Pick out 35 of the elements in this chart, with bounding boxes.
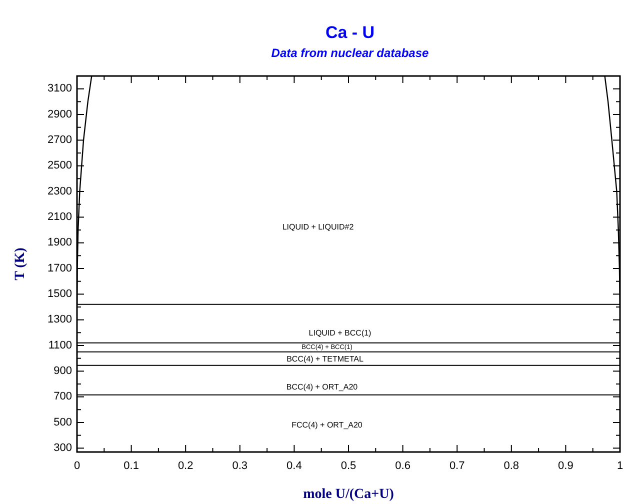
x-tick-label: 0.7	[449, 460, 465, 472]
y-axis-title: T (K)	[13, 247, 28, 280]
y-tick-label: 700	[54, 390, 72, 403]
y-tick-label: 1100	[48, 339, 72, 352]
annotation: LIQUID + BCC(1)	[308, 328, 372, 338]
x-tick-label: 0.5	[340, 460, 356, 472]
y-tick-label: 2300	[48, 185, 72, 198]
x-tick-label: 0.8	[504, 460, 520, 472]
y-tick-label: 1900	[48, 236, 72, 249]
y-tick-label: 2700	[48, 134, 72, 146]
x-tick-label: 0.1	[124, 460, 139, 472]
x-tick-label: 0	[74, 460, 80, 472]
y-tick-label: 2900	[48, 108, 72, 120]
y-tick-label: 3100	[48, 82, 72, 95]
y-tick-label: 1500	[48, 288, 72, 300]
y-tick-label: 300	[54, 442, 72, 454]
y-tick-label: 1300	[48, 314, 72, 326]
y-tick-label: 2500	[48, 160, 72, 172]
x-tick-label: 0.3	[232, 460, 248, 472]
x-tick-label: 0.4	[286, 460, 302, 472]
x-tick-label: 1	[616, 460, 624, 472]
y-tick-label: 2100	[48, 211, 72, 224]
x-axis-title: mole U/(Ca+U)	[303, 487, 394, 502]
chart-subtitle: Data from nuclear database	[271, 46, 430, 60]
annotation: FCC(4) + ORT_A20	[292, 420, 363, 430]
x-tick-label: 0.6	[395, 460, 410, 472]
annotation: LIQUID + LIQUID#2	[282, 222, 354, 232]
y-tick-label: 500	[54, 416, 72, 428]
chart-title: Ca - U	[325, 23, 375, 42]
x-tick-label: 0.2	[178, 460, 194, 472]
annotation: BCC(4) + ORT_A20	[286, 382, 358, 392]
y-tick-label: 900	[54, 365, 72, 378]
y-tick-label: 1700	[48, 262, 72, 274]
annotation: BCC(4) + TETMETAL	[286, 354, 364, 364]
x-tick-label: 0.9	[558, 460, 574, 472]
